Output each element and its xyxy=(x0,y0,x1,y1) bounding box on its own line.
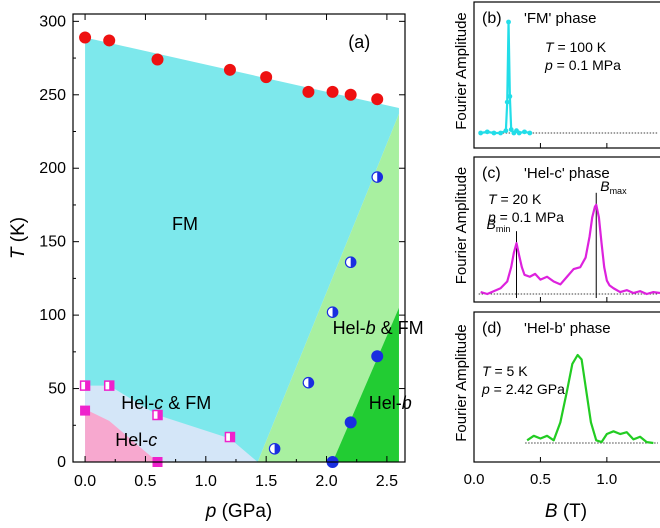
phase-boundary-points xyxy=(79,31,384,468)
y-tick-label: 300 xyxy=(39,13,66,30)
temperature-label: T = 100 K xyxy=(545,39,607,55)
x-tick-label: 1.5 xyxy=(255,473,277,490)
y-tick-label: 200 xyxy=(39,160,66,177)
fourier-point xyxy=(503,128,509,134)
phase-diagram-frame xyxy=(72,13,406,463)
data-point-half-magenta-square xyxy=(79,380,91,391)
inset-x-axis-label: B (T) xyxy=(545,501,587,522)
x-tick-label: 1.0 xyxy=(195,473,217,490)
panel-label: (c) xyxy=(482,165,501,182)
region-helb_fm xyxy=(257,113,399,463)
phase-diagram-ticks: 0.0 0.5 1.0 1.5 2.0 2.5 0 50 100 150 200 250 300 xyxy=(39,13,405,490)
data-point-half-blue-circle xyxy=(371,171,384,183)
fourier-point xyxy=(498,130,503,136)
fourier-point xyxy=(516,130,522,136)
data-point-blue-circle xyxy=(371,350,384,363)
region-label-helb_fm: Hel-b & FM xyxy=(333,318,424,338)
fourier-point xyxy=(491,130,497,136)
fourier-point xyxy=(527,130,533,136)
inset-y-axis-label: Fourier Amplitude xyxy=(453,12,470,130)
data-point-red-circle xyxy=(223,63,236,76)
region-fm xyxy=(85,37,399,462)
data-point-half-magenta-square xyxy=(224,431,236,443)
phase-title: 'FM' phase xyxy=(524,10,596,27)
fourier-point xyxy=(504,99,510,105)
temperature-label: T = 5 K xyxy=(482,363,528,379)
annotation-label-min: Bmin xyxy=(487,216,511,234)
x-axis-label: p (GPa) xyxy=(205,501,273,522)
inset-helb-phase: (d) 'Hel-b' phase T = 5 K p = 2.42 GPa Fouri… xyxy=(453,311,660,488)
data-point-half-blue-circle xyxy=(344,256,357,269)
y-tick-label: 0 xyxy=(57,454,66,471)
pressure-label: p = 0.1 MPa xyxy=(487,209,564,225)
phase-title: 'Hel-c' phase xyxy=(524,165,610,182)
fourier-curve xyxy=(480,20,531,135)
phase-diagram-panel: 0.0 0.5 1.0 1.5 2.0 2.5 0 50 100 150 200 250 300 FM H… xyxy=(8,13,424,522)
fourier-curve xyxy=(480,203,660,296)
region-label-helc: Hel-c xyxy=(115,430,157,450)
data-point-half-blue-circle xyxy=(302,376,315,389)
region-label-helc_fm: Hel-c & FM xyxy=(121,393,211,413)
pressure-label: p = 0.1 MPa xyxy=(544,57,621,73)
data-point-red-circle xyxy=(302,85,315,98)
panel-label: (d) xyxy=(482,320,502,337)
data-point-blue-circle xyxy=(344,416,357,429)
data-point-magenta-square xyxy=(80,405,91,416)
temperature-label: T = 20 K xyxy=(488,191,542,207)
x-tick-label: 0.0 xyxy=(74,473,96,490)
data-point-red-circle xyxy=(151,53,164,66)
annotation-label-max: Bmax xyxy=(600,178,627,196)
panel-label-a: (a) xyxy=(348,32,370,52)
phase-regions xyxy=(85,37,399,463)
data-point-red-circle xyxy=(103,34,116,47)
y-axis-label: T (K) xyxy=(8,217,29,259)
phase-title: 'Hel-b' phase xyxy=(524,320,611,337)
inset-helc-phase: Bmin Bmax (c) 'Hel-c' phase T = 20 K p = 0.1 … xyxy=(453,156,660,303)
data-point-red-circle xyxy=(260,71,273,84)
fourier-point xyxy=(507,93,513,99)
y-tick-label: 50 xyxy=(48,381,66,398)
fourier-point xyxy=(508,127,514,132)
x-tick-label: 0.5 xyxy=(134,473,156,490)
x-tick-label: 2.5 xyxy=(376,473,398,490)
region-label-fm: FM xyxy=(172,214,198,234)
inset-frame xyxy=(473,1,660,149)
inset-y-axis-label: Fourier Amplitude xyxy=(453,324,470,442)
fourier-point xyxy=(484,129,490,135)
y-tick-label: 250 xyxy=(39,87,66,104)
data-point-red-circle xyxy=(79,31,92,44)
data-point-red-circle xyxy=(326,85,339,98)
region-helc xyxy=(85,409,158,462)
pressure-label: p = 2.42 GPa xyxy=(481,381,565,397)
inset-frame xyxy=(473,156,660,303)
data-point-half-blue-circle xyxy=(268,442,281,455)
data-point-half-blue-circle xyxy=(326,306,339,318)
data-point-red-circle xyxy=(344,88,357,101)
inset-y-axis-label: Fourier Amplitude xyxy=(453,167,470,285)
x-tick-label: 2.0 xyxy=(315,473,337,490)
inset-x-tick-label: 0.0 xyxy=(464,471,485,488)
panel-label: (b) xyxy=(482,10,502,27)
inset-fm-phase: (b) 'FM' phase T = 100 K p = 0.1 MPa Fourier… xyxy=(453,1,660,149)
inset-frame xyxy=(473,311,660,463)
y-tick-label: 150 xyxy=(39,234,66,251)
data-point-half-magenta-square xyxy=(103,380,115,391)
inset-x-tick-label: 1.0 xyxy=(596,471,617,488)
y-tick-label: 100 xyxy=(39,307,66,324)
region-label-helb: Hel-b xyxy=(369,393,412,413)
fourier-point xyxy=(478,130,484,136)
region-labels: FM Hel-b & FM Hel-b Hel-c & FM Hel-c xyxy=(115,214,423,450)
fourier-curve xyxy=(526,353,654,445)
data-point-half-magenta-square xyxy=(152,409,163,421)
fourier-point xyxy=(506,19,511,25)
inset-x-tick-label: 0.5 xyxy=(530,471,551,488)
fourier-point xyxy=(522,129,527,135)
data-point-red-circle xyxy=(371,93,384,106)
